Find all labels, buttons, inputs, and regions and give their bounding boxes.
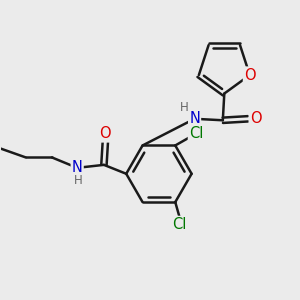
- Text: H: H: [74, 174, 83, 187]
- Text: Cl: Cl: [172, 217, 187, 232]
- Text: Cl: Cl: [189, 126, 203, 141]
- Text: N: N: [72, 160, 83, 175]
- Text: O: O: [250, 111, 261, 126]
- Text: H: H: [180, 101, 189, 114]
- Text: O: O: [244, 68, 256, 82]
- Text: N: N: [189, 111, 200, 126]
- Text: O: O: [100, 127, 111, 142]
